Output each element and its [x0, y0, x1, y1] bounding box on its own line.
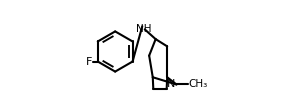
Text: NH: NH [136, 24, 151, 34]
Text: CH₃: CH₃ [189, 79, 208, 90]
Text: F: F [86, 57, 93, 67]
Text: N: N [167, 79, 175, 89]
